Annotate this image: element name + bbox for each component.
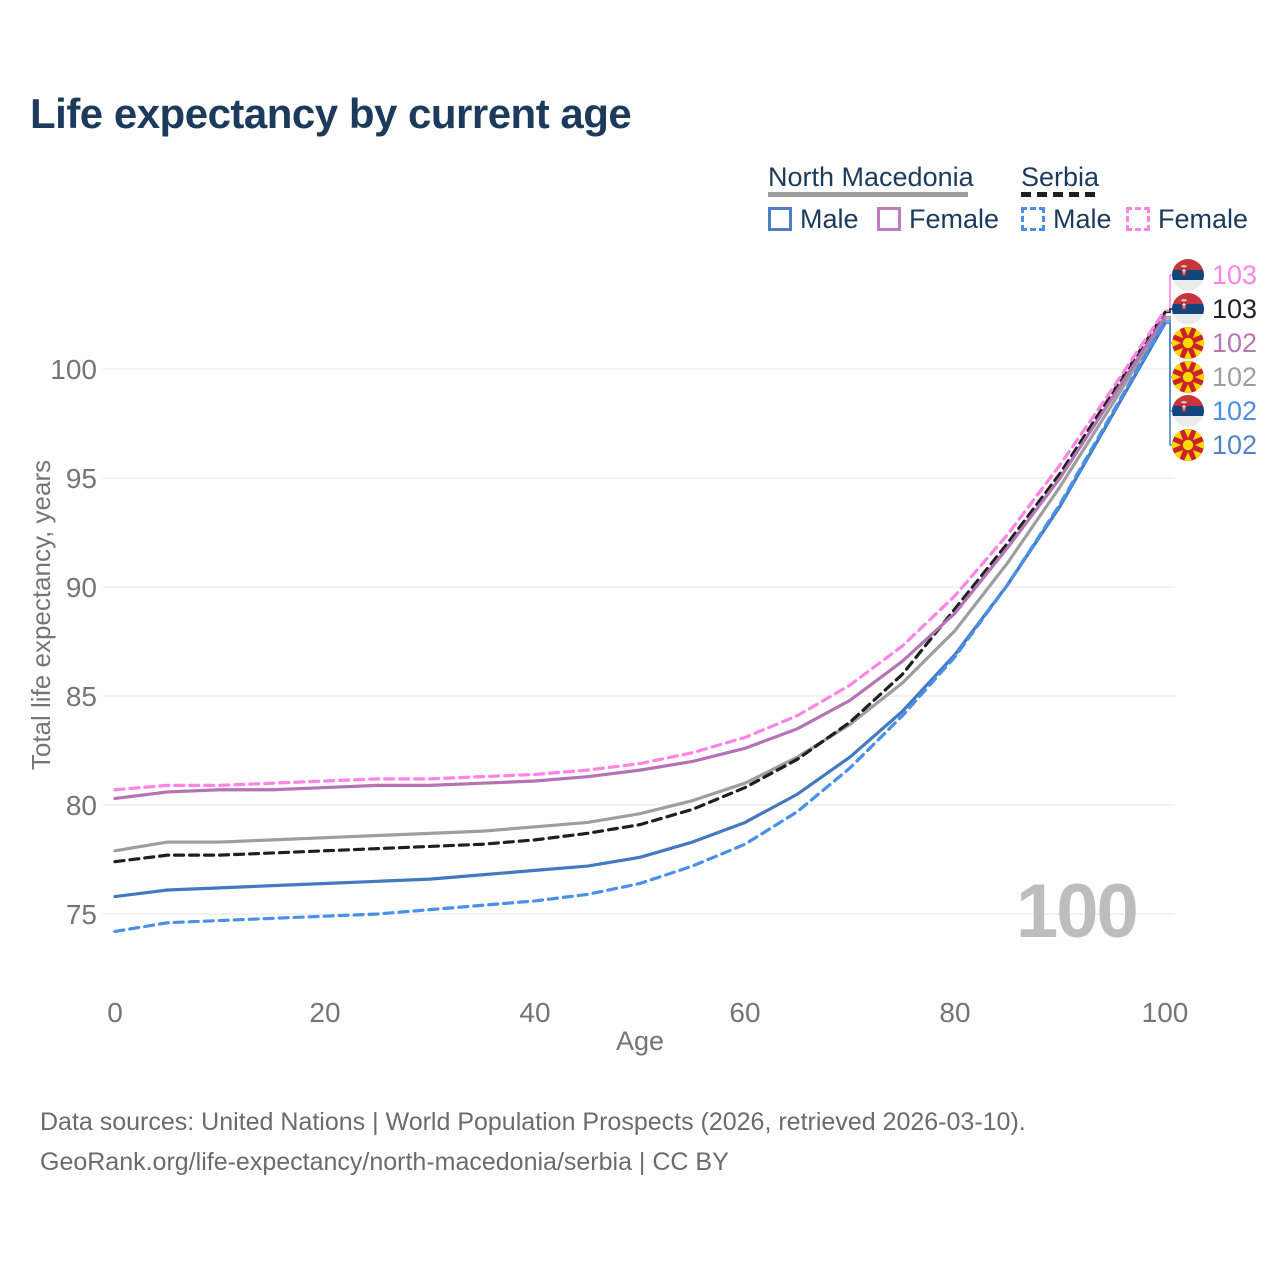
legend-label-rs-female[interactable]: Female <box>1158 204 1249 234</box>
end-value: 102 <box>1212 361 1258 392</box>
y-tick-95: 95 <box>66 463 97 494</box>
end-label-serbia-female: 103 <box>1172 258 1257 292</box>
y-tick-90: 90 <box>66 572 97 603</box>
x-tick-40: 40 <box>519 997 550 1028</box>
legend-label-nm-male[interactable]: Male <box>800 204 859 234</box>
legend-group-north-macedonia[interactable]: North Macedonia <box>768 162 974 192</box>
x-tick-0: 0 <box>107 997 123 1028</box>
x-tick-80: 80 <box>939 997 970 1028</box>
age-counter-watermark: 100 <box>1016 869 1139 954</box>
end-value: 102 <box>1212 395 1258 426</box>
legend-label-nm-female[interactable]: Female <box>909 204 1000 234</box>
x-axis-title: Age <box>615 1026 665 1056</box>
legend-swatch-nm-female[interactable] <box>877 207 901 231</box>
y-tick-100: 100 <box>50 354 97 385</box>
end-value: 102 <box>1212 429 1258 460</box>
legend-swatch-rs-female[interactable] <box>1126 207 1150 231</box>
legend-swatch-rs-male[interactable] <box>1021 207 1045 231</box>
north-macedonia-flag-icon <box>1172 429 1204 461</box>
north-macedonia-flag-icon <box>1172 361 1204 393</box>
y-tick-85: 85 <box>66 681 97 712</box>
end-label-north-macedonia-male: 102 <box>1172 428 1257 462</box>
y-tick-80: 80 <box>66 790 97 821</box>
legend-underline-serbia <box>1021 192 1095 197</box>
end-value: 103 <box>1212 293 1258 324</box>
x-tick-100: 100 <box>1142 997 1189 1028</box>
end-label-serbia-male: 102 <box>1172 394 1257 428</box>
x-tick-20: 20 <box>309 997 340 1028</box>
series-line-north-macedonia-total <box>113 317 1167 853</box>
north-macedonia-flag-icon <box>1172 327 1204 359</box>
attribution-link[interactable]: GeoRank.org/life-expectancy/north-macedo… <box>40 1148 729 1176</box>
y-axis-title: Total life expectancy, years <box>26 459 56 771</box>
series-line-north-macedonia-male <box>113 321 1167 899</box>
serbia-flag-icon <box>1172 293 1204 325</box>
end-label-serbia-total: 103 <box>1172 292 1257 326</box>
serbia-flag-icon <box>1172 259 1204 291</box>
series-line-north-macedonia-female <box>113 315 1167 801</box>
end-value: 103 <box>1212 259 1258 290</box>
legend-group-serbia[interactable]: Serbia <box>1021 162 1100 192</box>
x-tick-60: 60 <box>729 997 760 1028</box>
end-label-north-macedonia-female: 102 <box>1172 326 1257 360</box>
end-value: 102 <box>1212 327 1258 358</box>
legend-label-rs-male[interactable]: Male <box>1053 204 1112 234</box>
series-line-serbia-female <box>113 308 1167 792</box>
y-tick-75: 75 <box>66 899 97 930</box>
page-title: Life expectancy by current age <box>30 90 632 137</box>
serbia-flag-icon <box>1172 395 1204 427</box>
legend-underline-north-macedonia <box>768 192 968 197</box>
end-label-north-macedonia-total: 102 <box>1172 360 1257 394</box>
data-sources-text: Data sources: United Nations | World Pop… <box>40 1108 1026 1136</box>
series-line-serbia-male <box>113 319 1167 934</box>
series-line-serbia-total <box>113 310 1167 864</box>
legend-swatch-nm-male[interactable] <box>768 207 792 231</box>
